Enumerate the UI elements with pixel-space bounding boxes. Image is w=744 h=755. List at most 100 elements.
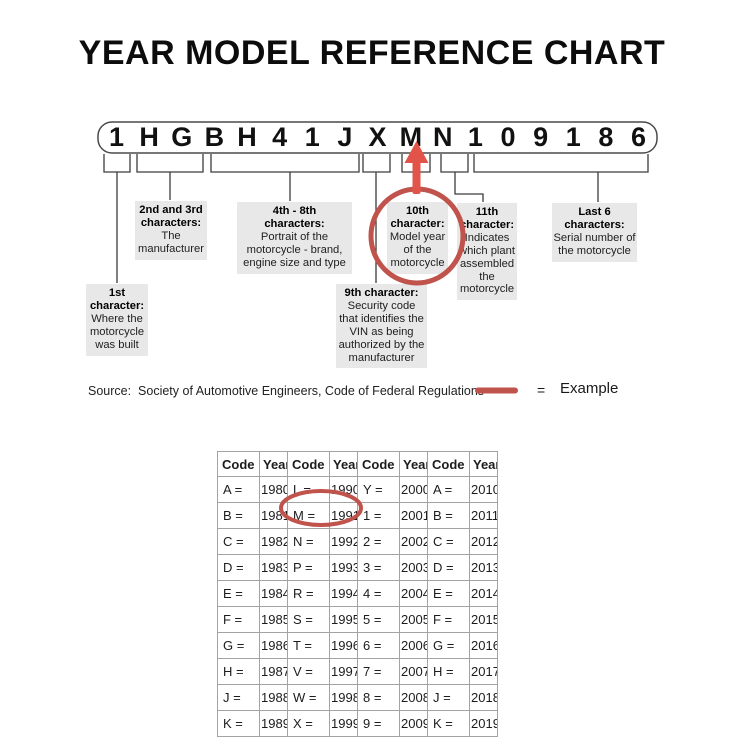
year-cell: 2003 xyxy=(399,554,428,581)
table-row: K = 1989 X = 1999 9 = 2009 K = 2019 xyxy=(217,710,498,737)
year-cell: 1996 xyxy=(329,632,358,659)
callout-10th-character: 10th character: Model year of the motorc… xyxy=(387,202,448,274)
table-header-cell: Year xyxy=(399,451,428,477)
table-row: C = 1982 N = 1992 2 = 2002 C = 2012 xyxy=(217,528,498,555)
code-cell: S = xyxy=(287,606,330,633)
vin-char: 8 xyxy=(598,122,614,152)
callout-4th-8th-characters: 4th - 8th characters: Portrait of the mo… xyxy=(237,202,352,274)
callout-2nd-3rd-characters: 2nd and 3rd characters: The manufacturer xyxy=(135,201,207,260)
code-cell: 5 = xyxy=(357,606,400,633)
year-cell: 1999 xyxy=(329,710,358,737)
table-header-cell: Code xyxy=(357,451,400,477)
code-cell: C = xyxy=(217,528,260,555)
callout-body: Portrait of the motorcycle - brand, engi… xyxy=(243,230,346,269)
code-cell: T = xyxy=(287,632,330,659)
table-header-cell: Code xyxy=(427,451,470,477)
vin-char: 1 xyxy=(565,122,581,152)
code-cell: H = xyxy=(427,658,470,685)
year-cell: 1998 xyxy=(329,684,358,711)
bracket-2nd-3rd-chars xyxy=(136,154,204,173)
table-row: A = 1980 L = 1990 Y = 2000 A = 2010 xyxy=(217,476,498,503)
year-cell: 1992 xyxy=(329,528,358,555)
table-row: F = 1985 S = 1995 5 = 2005 F = 2015 xyxy=(217,606,498,633)
callout-heading: 4th - 8th characters: xyxy=(264,205,325,230)
code-cell: 2 = xyxy=(357,528,400,555)
table-row: E = 1984 R = 1994 4 = 2004 E = 2014 xyxy=(217,580,498,607)
table-row: B = 1981 M = 1991 1 = 2001 B = 2011 xyxy=(217,502,498,529)
year-cell: 1988 xyxy=(259,684,288,711)
year-cell: 1991 xyxy=(329,502,358,529)
connector-11th-char xyxy=(454,172,484,202)
code-cell: 3 = xyxy=(357,554,400,581)
year-cell: 1990 xyxy=(329,476,358,503)
code-cell: E = xyxy=(427,580,470,607)
year-cell: 2015 xyxy=(469,606,498,633)
year-cell: 1994 xyxy=(329,580,358,607)
code-cell: A = xyxy=(217,476,260,503)
year-code-table: CodeYearCodeYearCodeYearCodeYear A =1980… xyxy=(217,451,498,737)
table-header-cell: Code xyxy=(217,451,260,477)
table-row: D = 1983 P = 1993 3 = 2003 D = 2013 xyxy=(217,554,498,581)
callout-heading: 11th character: xyxy=(459,206,515,231)
table-header-cell: Year xyxy=(469,451,498,477)
callout-11th-character: 11th character: Indicates which plant as… xyxy=(457,203,517,301)
year-cell: 1985 xyxy=(259,606,288,633)
bracket-1st-char xyxy=(103,154,131,173)
code-cell: C = xyxy=(427,528,470,555)
code-cell: P = xyxy=(287,554,330,581)
callout-heading: 9th character: xyxy=(344,287,419,299)
vin-char: J xyxy=(337,122,353,152)
year-cell: 2017 xyxy=(469,658,498,685)
source-citation: Source: Society of Automotive Engineers,… xyxy=(88,384,485,398)
code-cell: L = xyxy=(287,476,330,503)
year-cell: 1993 xyxy=(329,554,358,581)
vin-char: 0 xyxy=(500,122,516,152)
vin-char: 6 xyxy=(630,122,647,152)
table-header-cell: Year xyxy=(329,451,358,477)
code-cell: X = xyxy=(287,710,330,737)
code-cell: J = xyxy=(217,684,260,711)
bracket-11th-char xyxy=(440,154,469,173)
vin-char: 1 xyxy=(108,122,125,152)
year-cell: 1980 xyxy=(259,476,288,503)
year-cell: 2006 xyxy=(399,632,428,659)
code-cell: K = xyxy=(217,710,260,737)
vin-char: X xyxy=(368,122,387,152)
legend-example-label: Example xyxy=(560,380,619,397)
code-cell: D = xyxy=(217,554,260,581)
vin-char: 1 xyxy=(467,122,483,152)
table-row: H = 1987 V = 1997 7 = 2007 H = 2017 xyxy=(217,658,498,685)
year-cell: 2004 xyxy=(399,580,428,607)
callout-last-6-characters: Last 6 characters: Serial number of the … xyxy=(552,203,637,262)
callout-body: The manufacturer xyxy=(138,229,204,255)
table-header-cell: Code xyxy=(287,451,330,477)
bracket-10th-char xyxy=(401,154,431,173)
callout-body: Serial number of the motorcycle xyxy=(553,231,636,257)
year-cell: 2005 xyxy=(399,606,428,633)
year-cell: 2000 xyxy=(399,476,428,503)
code-cell: W = xyxy=(287,684,330,711)
table-header-row: CodeYearCodeYearCodeYearCodeYear xyxy=(217,451,498,477)
vin-char: G xyxy=(171,122,193,152)
bracket-9th-char xyxy=(362,154,391,173)
year-cell: 2008 xyxy=(399,684,428,711)
year-cell: 2002 xyxy=(399,528,428,555)
year-cell: 2007 xyxy=(399,658,428,685)
callout-body: Indicates which plant assembled the moto… xyxy=(459,231,515,296)
vin-char: H xyxy=(237,122,257,152)
code-cell: G = xyxy=(217,632,260,659)
year-cell: 2012 xyxy=(469,528,498,555)
code-cell: G = xyxy=(427,632,470,659)
code-cell: E = xyxy=(217,580,260,607)
code-cell: V = xyxy=(287,658,330,685)
code-cell: 8 = xyxy=(357,684,400,711)
vin-char: B xyxy=(204,122,225,152)
code-cell: 7 = xyxy=(357,658,400,685)
code-cell: M = xyxy=(287,502,330,529)
code-cell: J = xyxy=(427,684,470,711)
year-cell: 2014 xyxy=(469,580,498,607)
callout-body: Where the motorcycle was built xyxy=(89,312,145,351)
callout-heading: 2nd and 3rd characters: xyxy=(139,204,203,229)
